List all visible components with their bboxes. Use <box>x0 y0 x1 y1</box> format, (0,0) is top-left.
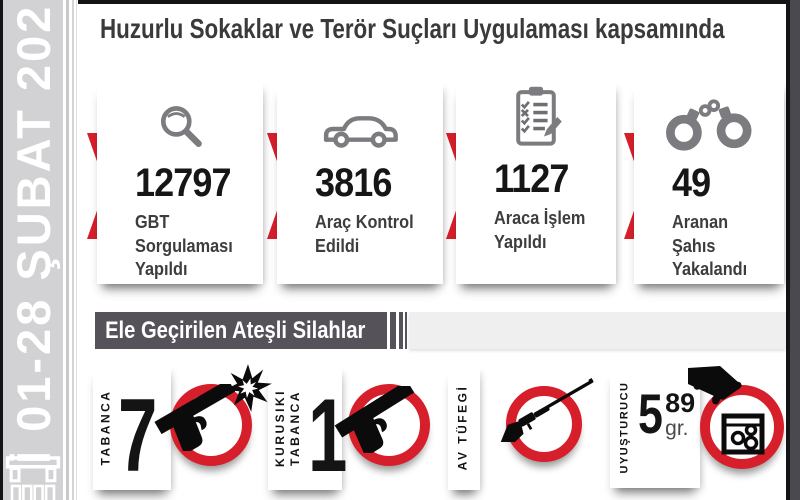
stat-label: Araca İşlem Yapıldı <box>494 207 586 252</box>
stat-value: 3816 <box>315 161 392 205</box>
header-stripe <box>399 312 403 349</box>
stat-value: 49 <box>672 161 711 205</box>
stat-value: 1127 <box>494 157 569 201</box>
weapon-card-av-tufegi <box>448 366 480 490</box>
clipboard-icon <box>456 86 616 149</box>
stat-card-araca-islem: 1127 Araca İşlem Yapıldı <box>456 82 616 284</box>
weapon-label: KURUSIKI <box>273 389 287 468</box>
magnifier-icon <box>97 95 263 153</box>
pistol-icon <box>332 376 432 458</box>
top-frame-bar <box>78 0 800 4</box>
shotgun-icon <box>486 374 606 447</box>
muzzle-blast-icon <box>222 362 274 419</box>
stat-label: GBT Sorgulaması Yapıldı <box>135 211 233 280</box>
weapon-label: TABANCA <box>98 389 113 466</box>
section-header-bar: Ele Geçirilen Ateşli Silahlar <box>95 312 387 349</box>
weapon-card-kurusiki <box>268 366 342 490</box>
stat-card-arac-kontrol: 3816 Araç Kontrol Edildi <box>277 82 443 284</box>
band-stripe <box>76 0 77 500</box>
header-extension-bar <box>409 312 786 349</box>
left-frame-edge <box>0 0 3 500</box>
weapon-label: TABANCA <box>288 390 302 466</box>
band-stripe <box>66 0 69 500</box>
weapon-card-uyusturucu <box>610 368 700 488</box>
section-header-label: Ele Geçirilen Ateşli Silahlar <box>105 317 366 344</box>
handcuffs-icon <box>634 95 784 153</box>
drug-amount: 5 89 gr. <box>638 382 696 445</box>
stat-label: Araç Kontrol Edildi <box>315 211 414 256</box>
header-stripe <box>405 312 407 349</box>
page-title: Huzurlu Sokaklar ve Terör Suçları Uygula… <box>100 13 725 44</box>
stat-value: 12797 <box>135 161 232 205</box>
weapon-card-tabanca <box>93 366 171 490</box>
header-stripe <box>390 312 396 349</box>
stat-label: Aranan Şahıs Yakalandı <box>672 211 748 280</box>
date-band-text: İ 01-28 ŞUBAT 202 <box>7 3 60 464</box>
date-band <box>3 0 63 500</box>
drug-unit: gr. <box>665 417 689 440</box>
drug-hand-bag-icon <box>688 366 798 481</box>
right-frame-column <box>790 0 800 500</box>
drug-amount-sup: 89 <box>665 388 696 418</box>
government-building-icon <box>5 456 61 500</box>
stat-card-aranan-sahis: 49 Aranan Şahıs Yakalandı <box>634 82 784 284</box>
band-stripe <box>72 0 74 500</box>
weapon-label: UYUŞTURUCU <box>618 381 631 474</box>
weapon-count: 1 <box>308 378 348 494</box>
stat-card-gbt: 12797 GBT Sorgulaması Yapıldı <box>97 82 263 284</box>
right-frame-line <box>786 0 790 500</box>
weapon-count: 7 <box>118 378 158 494</box>
car-icon <box>277 95 443 153</box>
weapon-label: AV TÜFEGİ <box>455 384 470 471</box>
drug-amount-value: 5 <box>638 382 663 445</box>
